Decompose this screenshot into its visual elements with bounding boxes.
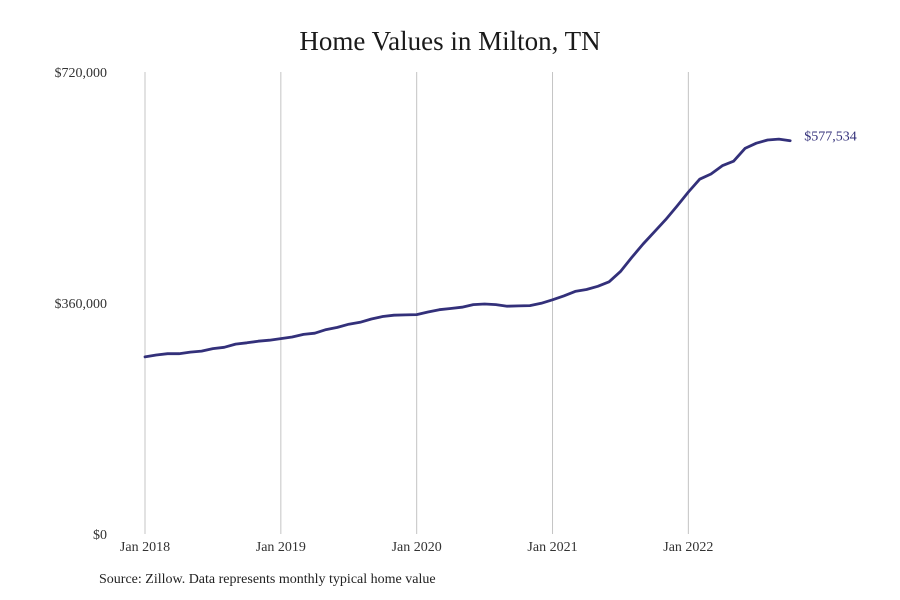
y-tick-label: $360,000	[55, 297, 108, 312]
home-value-series-line	[143, 137, 792, 359]
x-tick-label: Jan 2022	[663, 540, 713, 555]
chart-title: Home Values in Milton, TN	[299, 26, 601, 56]
x-axis-labels: Jan 2018 Jan 2019 Jan 2020 Jan 2021 Jan 2022	[120, 540, 714, 555]
y-tick-label: $0	[93, 528, 107, 543]
end-value-label: $577,534	[804, 130, 857, 145]
gridlines	[144, 72, 689, 534]
x-tick-label: Jan 2018	[120, 540, 170, 555]
source-note: Source: Zillow. Data represents monthly …	[99, 572, 436, 587]
y-tick-label: $720,000	[55, 66, 108, 81]
x-tick-label: Jan 2019	[256, 540, 306, 555]
x-tick-label: Jan 2021	[527, 540, 577, 555]
x-tick-label: Jan 2020	[392, 540, 442, 555]
y-axis-labels: $0 $360,000 $720,000	[55, 66, 108, 543]
